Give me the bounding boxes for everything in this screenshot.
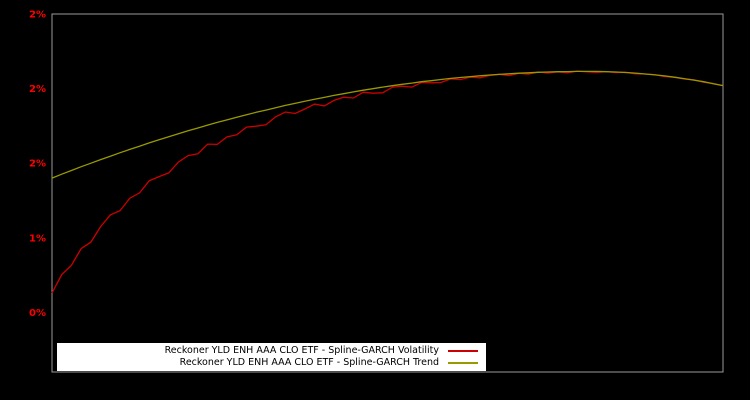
y-tick-label: 0% bbox=[29, 308, 46, 319]
trend-line-swatch bbox=[448, 362, 478, 364]
legend-item-volatility: Reckoner YLD ENH AAA CLO ETF - Spline-GA… bbox=[65, 345, 478, 357]
legend: Reckoner YLD ENH AAA CLO ETF - Spline-GA… bbox=[57, 343, 486, 371]
y-tick-label: 1% bbox=[29, 233, 46, 244]
legend-item-trend: Reckoner YLD ENH AAA CLO ETF - Spline-GA… bbox=[65, 357, 478, 369]
y-tick-label: 2% bbox=[29, 159, 46, 170]
plot-area bbox=[52, 14, 723, 372]
legend-label-trend: Reckoner YLD ENH AAA CLO ETF - Spline-GA… bbox=[179, 357, 439, 368]
trend-line bbox=[51, 70, 724, 179]
volatility-line-swatch bbox=[448, 350, 478, 352]
y-tick-label: 2% bbox=[29, 84, 46, 95]
plot-border bbox=[51, 13, 724, 373]
y-tick-label: 2% bbox=[29, 10, 46, 21]
legend-label-volatility: Reckoner YLD ENH AAA CLO ETF - Spline-GA… bbox=[164, 345, 439, 356]
